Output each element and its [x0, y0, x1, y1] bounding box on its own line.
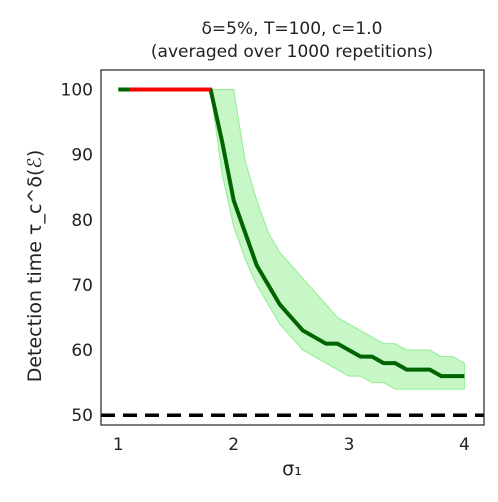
x-axis-label: σ₁	[282, 458, 302, 480]
x-tick-label: 4	[459, 435, 470, 455]
x-tick-label: 1	[113, 435, 124, 455]
chart-title-line-2: (averaged over 1000 repetitions)	[151, 42, 433, 62]
x-tick-label: 2	[228, 435, 239, 455]
chart-title-line-1: δ=5%, T=100, c=1.0	[202, 19, 383, 39]
y-tick-label: 100	[61, 81, 93, 101]
plot-frame	[100, 69, 485, 426]
y-tick-label: 80	[71, 211, 93, 231]
y-tick-label: 90	[71, 146, 93, 166]
y-axis-label: Detection time τ_c^δ(ℰ)	[24, 150, 46, 383]
y-tick-label: 50	[71, 406, 93, 426]
confidence-band	[118, 89, 465, 390]
y-tick-label: 70	[71, 276, 93, 296]
x-tick-label: 3	[344, 435, 355, 455]
y-tick-label: 60	[71, 341, 93, 361]
